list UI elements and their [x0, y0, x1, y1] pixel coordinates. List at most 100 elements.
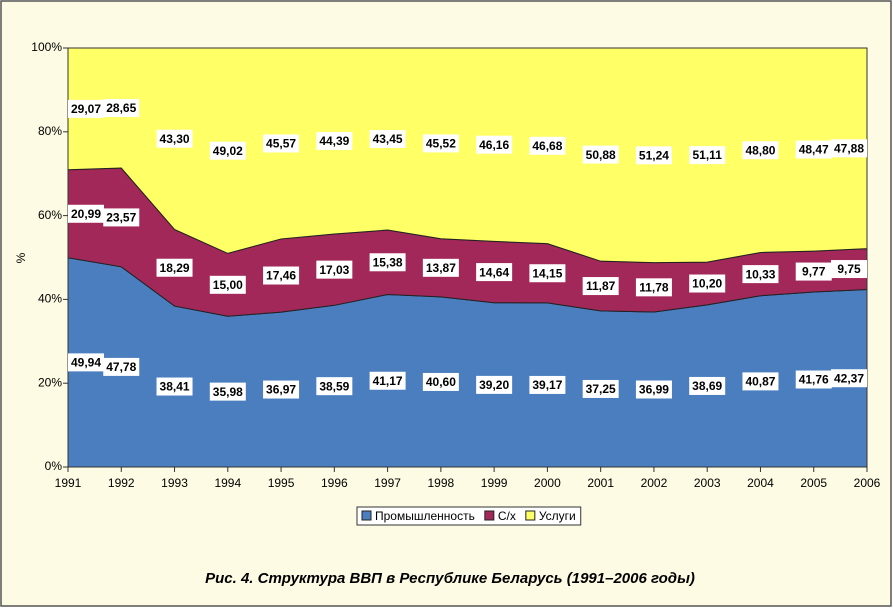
value-label-box	[831, 260, 867, 279]
value-label-box	[742, 141, 779, 160]
value-label: 46,16	[479, 138, 509, 152]
value-label: 48,80	[745, 143, 775, 157]
value-label-box	[476, 375, 513, 394]
value-label: 45,57	[266, 137, 296, 151]
value-label: 43,30	[160, 132, 190, 146]
x-tick-label: 1998	[428, 476, 455, 490]
value-label-box	[316, 377, 353, 396]
x-tick-label: 2003	[694, 476, 721, 490]
value-label: 47,88	[834, 141, 864, 155]
value-label-box	[582, 277, 619, 296]
value-label-box	[635, 278, 672, 297]
value-label: 39,20	[479, 378, 509, 392]
value-label-box	[529, 375, 566, 394]
value-label-box	[795, 140, 832, 159]
value-label: 17,03	[319, 263, 349, 277]
value-label: 10,33	[745, 267, 775, 281]
value-label-box	[831, 369, 867, 388]
value-label: 44,39	[319, 134, 349, 148]
y-tick-label: 40%	[38, 292, 62, 306]
value-label-box	[263, 134, 300, 153]
x-tick-label: 1999	[481, 476, 508, 490]
value-label-box	[635, 146, 672, 165]
value-label: 11,78	[639, 281, 669, 295]
value-label-box	[156, 377, 193, 396]
x-tick-label: 1994	[214, 476, 241, 490]
value-label: 9,77	[802, 265, 826, 279]
legend-swatch	[484, 510, 495, 521]
value-label: 14,15	[532, 266, 562, 280]
legend: Промышленность С/х Услуги	[356, 506, 582, 526]
value-label-box	[742, 265, 779, 284]
value-label: 17,46	[266, 269, 296, 283]
value-label: 38,69	[692, 379, 722, 393]
value-label: 46,68	[532, 139, 562, 153]
value-label: 38,41	[160, 380, 190, 394]
value-label-box	[689, 146, 726, 165]
x-tick-label: 2005	[800, 476, 827, 490]
x-tick-label: 2000	[534, 476, 561, 490]
value-label: 38,59	[319, 379, 349, 393]
value-label: 48,47	[799, 143, 829, 157]
value-label-box	[582, 145, 619, 164]
chart-title: Рис. 4. Структура ВВП в Республике Белар…	[205, 570, 695, 587]
value-label-box	[795, 262, 832, 281]
value-label: 39,17	[532, 378, 562, 392]
legend-label: Промышленность	[375, 509, 475, 523]
value-label: 20,99	[71, 207, 101, 221]
value-label-box	[689, 376, 726, 395]
plot-border	[67, 47, 868, 468]
value-label: 13,87	[426, 261, 456, 275]
legend-label: С/х	[498, 509, 516, 523]
value-label-box	[742, 372, 779, 391]
value-label: 49,94	[71, 356, 101, 370]
value-label-box	[68, 353, 104, 372]
x-tick-label: 1992	[108, 476, 135, 490]
value-label: 50,88	[586, 148, 616, 162]
value-label-box	[68, 204, 104, 223]
x-tick-label: 1996	[321, 476, 348, 490]
value-label-box	[209, 275, 246, 294]
y-tick-label: 20%	[38, 375, 62, 389]
value-label: 51,24	[639, 148, 669, 162]
value-label: 29,07	[71, 102, 101, 116]
value-label: 18,29	[160, 261, 190, 275]
value-label: 37,25	[586, 382, 616, 396]
x-tick-label: 2002	[641, 476, 668, 490]
value-label: 28,65	[106, 101, 136, 115]
x-tick-label: 2004	[747, 476, 774, 490]
value-label-box	[689, 274, 726, 293]
legend-swatch	[525, 510, 536, 521]
value-label-box	[316, 131, 353, 150]
value-label-box	[529, 264, 566, 283]
value-label: 15,38	[373, 255, 403, 269]
y-tick-label: 0%	[45, 459, 63, 473]
x-tick-label: 2001	[587, 476, 614, 490]
value-label-box	[156, 129, 193, 148]
x-tick-label: 2006	[854, 476, 881, 490]
value-label-box	[263, 266, 300, 285]
x-tick-label: 1995	[268, 476, 295, 490]
value-label-box	[831, 139, 867, 158]
x-tick-label: 1991	[55, 476, 82, 490]
value-label-box	[582, 379, 619, 398]
value-label-box	[316, 260, 353, 279]
value-label-box	[529, 136, 566, 155]
y-axis-label: %	[14, 252, 28, 263]
value-label: 35,98	[213, 385, 243, 399]
y-tick-label: 60%	[38, 208, 62, 222]
value-label-box	[156, 258, 193, 277]
value-label: 49,02	[213, 144, 243, 158]
value-label: 9,75	[837, 262, 861, 276]
value-label: 47,78	[106, 360, 136, 374]
y-tick-label: 100%	[31, 40, 62, 54]
value-label-box	[103, 208, 140, 227]
value-label: 45,52	[426, 137, 456, 151]
x-tick-label: 1997	[374, 476, 401, 490]
value-label-box	[422, 134, 459, 153]
value-label-box	[422, 258, 459, 277]
value-label-box	[635, 380, 672, 399]
value-label-box	[369, 371, 406, 390]
x-tick-label: 1993	[161, 476, 188, 490]
